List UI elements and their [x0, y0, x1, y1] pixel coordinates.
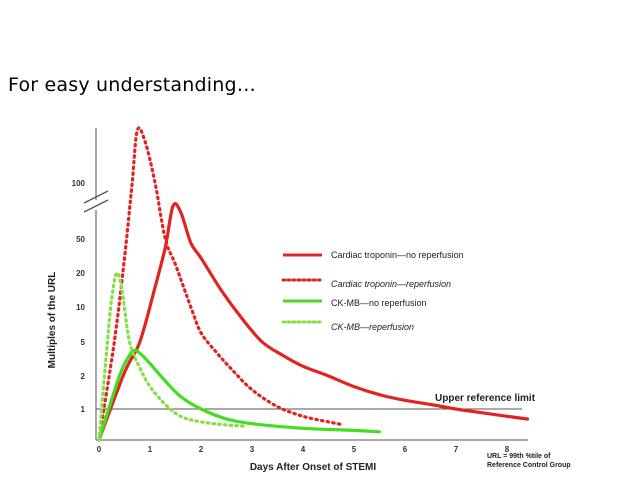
x-tick-label-7: 7	[454, 445, 459, 454]
y-tick-label-100: 100	[72, 179, 86, 188]
x-tick-label-8: 8	[505, 445, 510, 454]
series-line-ck-mb-reperfusion	[97, 271, 249, 442]
axis-break-mark-1	[83, 190, 109, 204]
x-tick-label-4: 4	[301, 445, 306, 454]
series-line-ck-mb-no-reperfusion	[97, 348, 382, 442]
y-tick-label-20: 20	[76, 269, 85, 278]
y-tick-label-1: 1	[81, 405, 86, 414]
axis-break-mark-2	[83, 199, 109, 213]
series-line-cardiac-troponin-no-reperfusion	[97, 202, 529, 442]
legend-label-troponin-reperfusion: Cardiac troponin—reperfusion	[331, 279, 451, 289]
footnote-line-1: URL = 99th %tile of	[487, 453, 551, 460]
y-tick-label-10: 10	[76, 303, 85, 312]
y-tick-label-2: 2	[81, 372, 86, 381]
series-layer	[97, 126, 529, 442]
x-tick-label-1: 1	[148, 445, 153, 454]
tick-layer: 0 1 2 3 4 5 6 7 8 1 2 5 10 20 50 100	[72, 179, 510, 454]
x-tick-label-2: 2	[199, 445, 204, 454]
legend-label-ckmb-reperfusion: CK-MB—reperfusion	[331, 322, 414, 332]
x-tick-label-5: 5	[352, 445, 357, 454]
legend-label-troponin-no-reperfusion: Cardiac troponin—no reperfusion	[331, 250, 464, 260]
x-tick-label-0: 0	[97, 445, 102, 454]
y-axis-title: Multiples of the URL	[47, 272, 58, 369]
slide-heading: For easy understanding…	[8, 74, 256, 96]
legend-label-ckmb-no-reperfusion: CK-MB—no reperfusion	[331, 298, 427, 308]
x-axis-title: Days After Onset of STEMI	[250, 462, 377, 473]
reference-line-label: Upper reference limit	[435, 393, 536, 404]
series-line-cardiac-troponin-reperfusion	[97, 126, 346, 442]
x-tick-label-6: 6	[403, 445, 408, 454]
y-tick-label-50: 50	[76, 235, 85, 244]
chart-legend: Cardiac troponin—no reperfusion Cardiac …	[281, 250, 464, 332]
footnote-line-2: Reference Control Group	[487, 462, 571, 469]
x-tick-label-3: 3	[250, 445, 255, 454]
y-tick-label-5: 5	[81, 338, 86, 347]
chart-axes	[83, 128, 528, 441]
